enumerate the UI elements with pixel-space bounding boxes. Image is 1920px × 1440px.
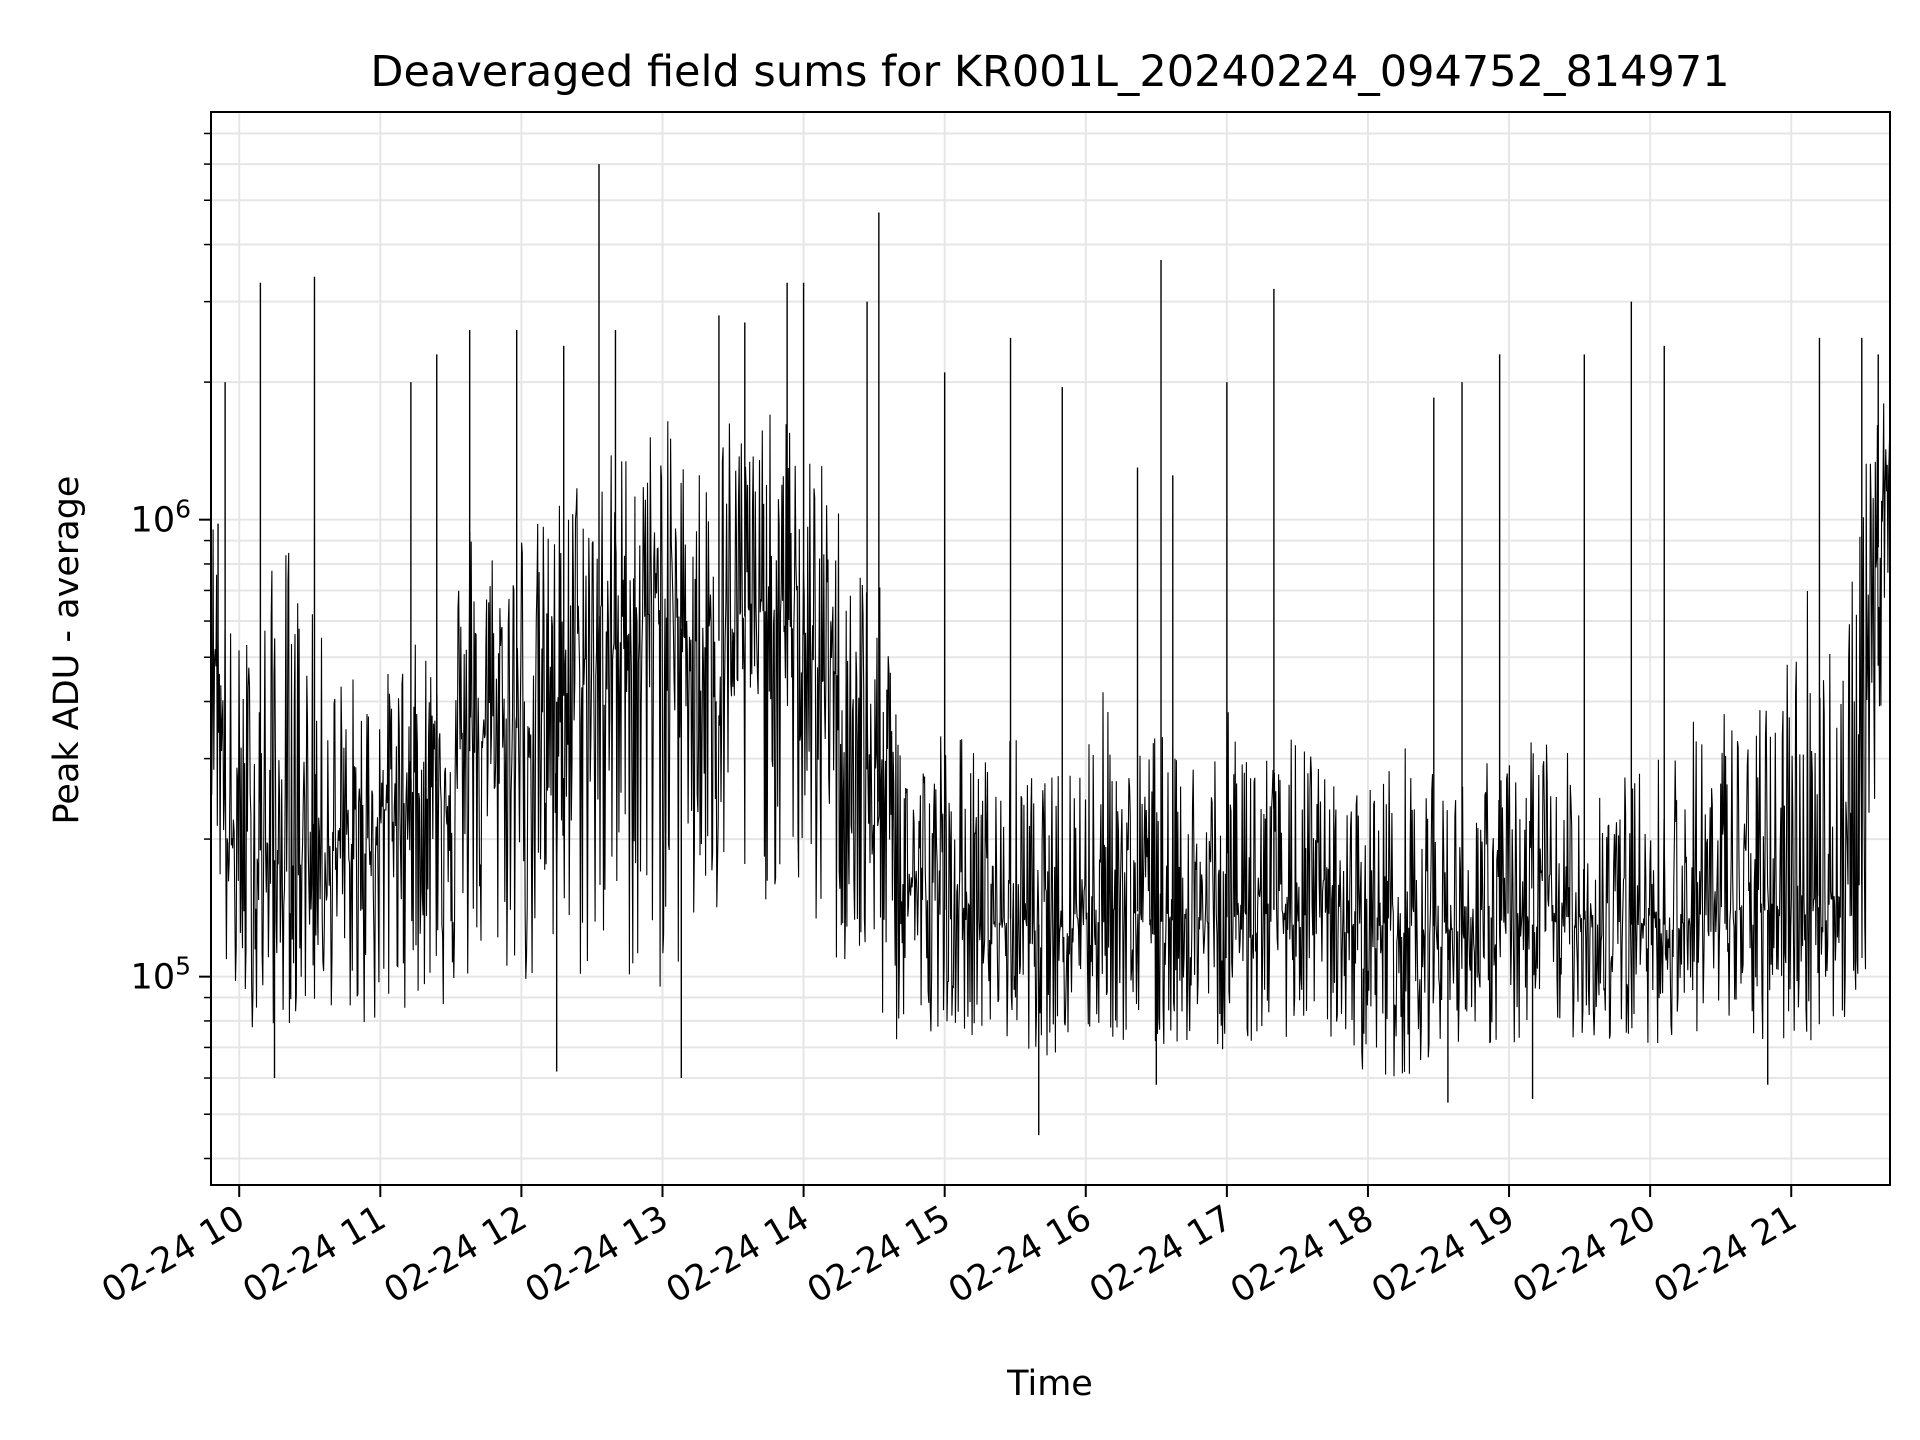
y-axis: 105 106 xyxy=(131,132,211,1160)
x-axis-label: Time xyxy=(1006,1364,1093,1404)
y-axis-label: Peak ADU - average xyxy=(47,476,87,825)
plot-frame xyxy=(210,111,1891,1186)
chart-title: Deaveraged field sums for KR001L_2024022… xyxy=(370,47,1729,97)
plot-area xyxy=(210,164,1891,1136)
y-tick-label: 106 xyxy=(131,495,191,541)
grid xyxy=(211,112,1890,1185)
data-line xyxy=(210,403,1891,1077)
y-tick-label: 105 xyxy=(131,952,191,998)
